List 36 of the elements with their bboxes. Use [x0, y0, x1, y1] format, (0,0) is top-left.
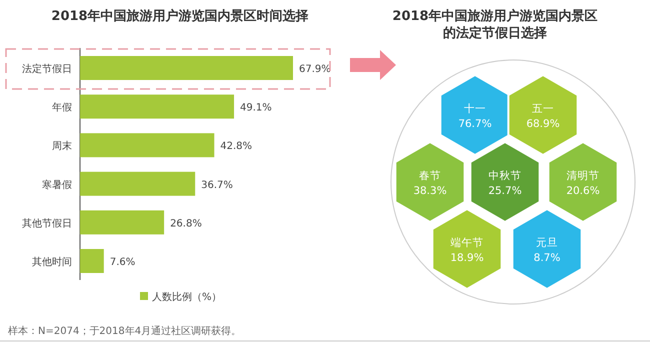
data-label: 42.8%: [220, 141, 252, 152]
category-label: 端午节: [450, 236, 484, 249]
data-label: 8.7%: [534, 252, 560, 264]
y-tick-label: 法定节假日: [22, 63, 72, 75]
category-label: 元旦: [536, 237, 558, 249]
y-tick-label: 周末: [52, 140, 72, 152]
data-label: 36.7%: [201, 180, 233, 191]
data-label: 49.1%: [240, 102, 272, 114]
text: 2018年中国旅游用户游览国内景区的法定节假日选择: [392, 8, 598, 41]
y-tick-label: 年假: [52, 102, 72, 114]
bar: [80, 133, 214, 158]
y-tick-label: 其他时间: [32, 256, 72, 268]
y-tick-label: 其他节假日: [22, 217, 72, 230]
bar: [80, 249, 104, 273]
legend-label: 人数比例（%）: [152, 291, 222, 303]
y-tick-label: 寒暑假: [42, 178, 72, 191]
data-label: 38.3%: [413, 185, 447, 197]
chart-title: 2018年中国旅游用户游览国内景区时间选择: [51, 8, 309, 24]
data-label: 20.6%: [566, 185, 600, 197]
data-label: 7.6%: [110, 257, 136, 268]
category-label: 春节: [419, 169, 441, 182]
category-label: 中秋节: [488, 169, 522, 182]
category-label: 清明节: [566, 169, 600, 182]
text: 样本：N=2074；于2018年4月通过社区调研获得。: [8, 325, 242, 337]
data-label: 18.9%: [450, 252, 484, 264]
data-label: 67.9%: [299, 64, 331, 75]
data-label: 26.8%: [170, 218, 202, 230]
bar: [80, 94, 234, 119]
bar: [80, 210, 164, 234]
bar: [80, 56, 293, 80]
category-label: 十一: [464, 102, 486, 115]
data-label: 68.9%: [526, 118, 560, 130]
data-label: 76.7%: [458, 118, 492, 130]
data-label: 25.7%: [488, 185, 522, 197]
category-label: 五一: [532, 103, 554, 115]
bar: [80, 172, 196, 196]
